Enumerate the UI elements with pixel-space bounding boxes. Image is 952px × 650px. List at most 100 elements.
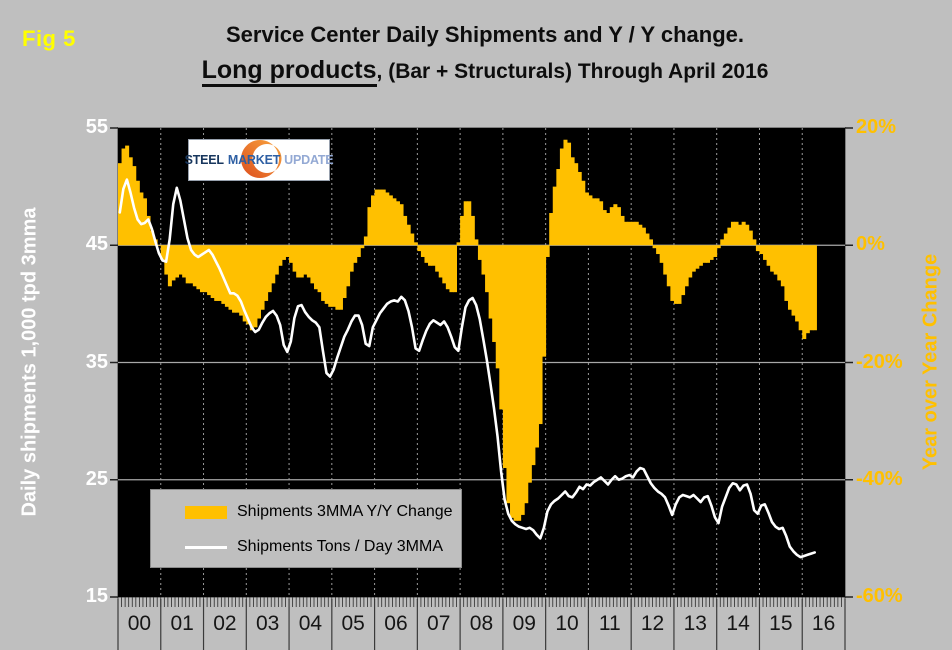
yy-change-bar	[150, 230, 155, 246]
yy-change-bar	[588, 195, 593, 246]
yy-change-bar	[734, 221, 739, 246]
yy-change-bar	[338, 245, 343, 310]
yy-change-bar	[224, 245, 229, 307]
yy-change-bar	[395, 201, 400, 246]
yy-change-bar	[349, 245, 354, 272]
yy-change-bar	[256, 245, 261, 319]
yy-change-bar	[403, 215, 408, 246]
yy-change-bar	[321, 245, 326, 301]
yy-change-bar	[538, 245, 543, 425]
yy-change-bar	[481, 245, 486, 275]
yy-change-bar	[706, 245, 711, 263]
yy-change-bar	[716, 245, 721, 249]
yy-change-bar	[798, 245, 803, 331]
steel-market-update-logo: STEEL MARKET UPDATE	[185, 139, 334, 181]
logo-swoosh-icon	[241, 140, 282, 178]
logo-text: STEEL MARKET UPDATE	[185, 140, 334, 180]
yy-change-bar	[499, 245, 504, 410]
yy-change-bar	[207, 245, 212, 296]
yy-change-bar	[581, 180, 586, 246]
x-axis-year-label: 11	[598, 612, 621, 635]
yy-change-bar	[681, 245, 686, 296]
yy-change-bar	[602, 210, 607, 246]
yy-change-bar	[438, 245, 443, 278]
yy-change-bar	[435, 245, 440, 272]
yy-change-bar	[567, 142, 572, 246]
yy-change-bar	[627, 221, 632, 246]
yy-change-bar	[485, 245, 490, 293]
x-axis-year-label: 07	[427, 612, 451, 635]
yy-change-bar	[410, 233, 415, 246]
yy-change-bar	[570, 157, 575, 246]
yy-change-bar	[542, 245, 547, 357]
x-axis-year-label: 01	[170, 612, 194, 635]
legend-item-line: Shipments Tons / Day 3MMA	[151, 537, 461, 557]
yy-change-bar	[182, 245, 187, 278]
yy-change-bar	[242, 245, 247, 322]
yy-change-bar	[139, 192, 144, 246]
yy-change-bar	[121, 148, 126, 246]
yy-change-bar	[787, 245, 792, 310]
yy-change-bar	[470, 215, 475, 246]
yy-change-bar	[260, 245, 265, 310]
yy-change-bar	[235, 245, 240, 313]
yy-change-bar	[727, 227, 732, 246]
yy-change-bar	[310, 245, 315, 284]
yy-change-bar	[559, 148, 564, 246]
yy-change-bar	[673, 245, 678, 304]
yy-change-bar	[267, 245, 272, 293]
yy-change-bar	[303, 245, 308, 275]
yy-change-bar	[253, 245, 258, 328]
yy-change-bar	[752, 239, 757, 246]
legend-label-line: Shipments Tons / Day 3MMA	[237, 538, 444, 555]
yy-change-bar	[424, 245, 429, 263]
legend-label-bar: Shipments 3MMA Y/Y Change	[237, 503, 453, 520]
legend-swatch-bar	[185, 505, 227, 519]
yy-change-bar	[292, 245, 297, 272]
yy-change-bar	[388, 195, 393, 246]
yy-change-bar	[374, 189, 379, 246]
figure-number-label: Fig 5	[22, 26, 76, 51]
yy-change-bar	[328, 245, 333, 307]
logo-word-market: MARKET	[227, 153, 281, 167]
yy-change-bar	[452, 245, 457, 293]
logo-word-steel: STEEL	[184, 153, 224, 167]
yy-change-bar	[171, 245, 176, 281]
left-axis-label: 55	[85, 116, 108, 138]
shipments-line	[118, 178, 817, 559]
yy-change-bar	[606, 213, 611, 246]
chart-title-line2: Long products, (Bar + Structurals) Throu…	[60, 56, 910, 87]
yy-change-bar	[545, 245, 550, 257]
left-axis-title: Daily shipments 1,000 tpd 3mma	[18, 207, 40, 517]
yy-change-bar	[456, 242, 461, 246]
yy-change-bar	[624, 221, 629, 246]
yy-change-bar	[510, 245, 515, 518]
yy-change-bar	[666, 245, 671, 287]
yy-change-bar	[609, 207, 614, 246]
yy-change-bar	[791, 245, 796, 316]
right-axis-label: -20%	[856, 350, 903, 373]
yy-change-bar	[688, 245, 693, 278]
yy-change-bar	[634, 221, 639, 246]
x-axis-year-label: 05	[341, 612, 365, 635]
chart-title-line1: Service Center Daily Shipments and Y / Y…	[225, 22, 745, 47]
yy-change-bar	[367, 207, 372, 246]
yy-change-bar	[595, 198, 600, 246]
yy-change-bar	[442, 245, 447, 284]
yy-change-bar	[759, 245, 764, 255]
yy-change-bar	[777, 245, 782, 281]
yy-change-bar	[517, 245, 522, 521]
yy-change-bar	[146, 215, 151, 246]
yy-change-bar	[613, 204, 618, 246]
yy-change-bar	[431, 245, 436, 266]
yy-change-bar	[413, 242, 418, 246]
yy-change-bar	[203, 245, 208, 293]
yy-change-bar	[709, 245, 714, 260]
yy-change-bar	[549, 213, 554, 246]
yy-change-bar	[406, 224, 411, 246]
yy-change-bar	[574, 163, 579, 246]
yy-change-bar	[809, 245, 814, 331]
yy-change-bar	[342, 245, 347, 299]
yy-change-bar	[620, 215, 625, 246]
yy-change-bar	[381, 189, 386, 246]
